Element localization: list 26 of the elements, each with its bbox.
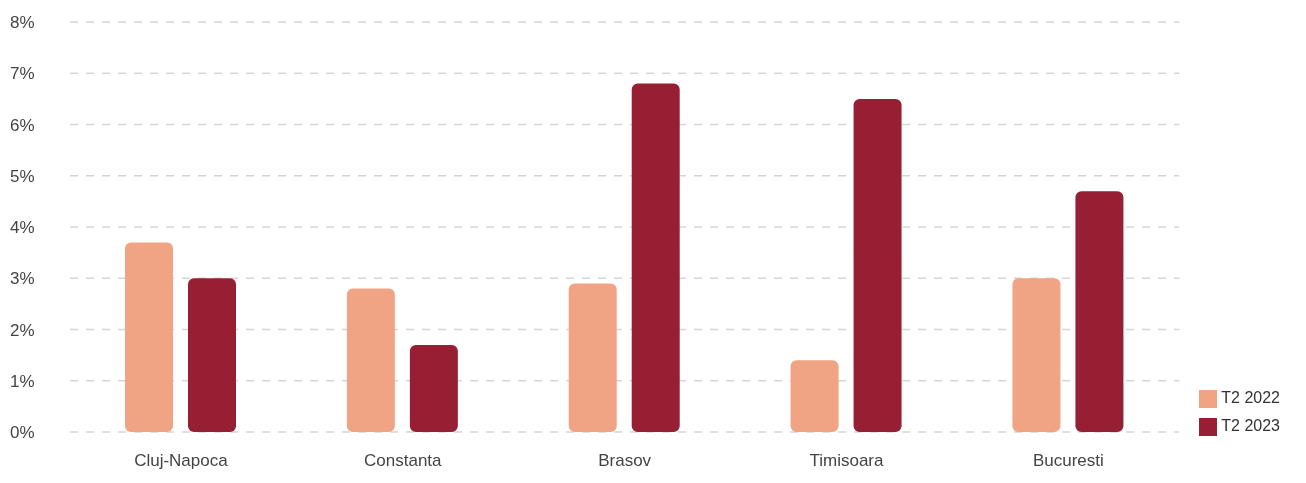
legend-label: T2 2022 [1221, 389, 1280, 406]
bar [568, 283, 617, 432]
y-tick-label: 3% [10, 269, 35, 289]
y-tick-label: 4% [10, 218, 35, 238]
y-tick-label: 0% [10, 423, 35, 443]
y-tick-label: 6% [10, 115, 35, 135]
x-tick-label: Bucuresti [1032, 451, 1104, 471]
y-tick-label: 7% [10, 64, 35, 84]
bar [1012, 278, 1061, 432]
bar [1075, 191, 1124, 432]
legend-label: T2 2023 [1221, 417, 1280, 434]
y-tick-label: 2% [10, 320, 35, 340]
y-tick-label: 5% [10, 166, 35, 186]
bar [853, 98, 902, 432]
bar [125, 242, 173, 432]
bar [409, 344, 458, 432]
x-tick-label: Constanta [364, 451, 443, 471]
bar [790, 360, 839, 432]
y-tick-label: 8% [10, 13, 35, 33]
x-tick-label: Cluj-Napoca [134, 451, 229, 471]
x-tick-label: Brasov [598, 451, 652, 471]
y-tick-label: 1% [10, 371, 35, 391]
x-tick-label: Timisoara [809, 451, 885, 471]
bar [631, 83, 680, 432]
bar [346, 288, 395, 432]
bar [188, 278, 236, 432]
